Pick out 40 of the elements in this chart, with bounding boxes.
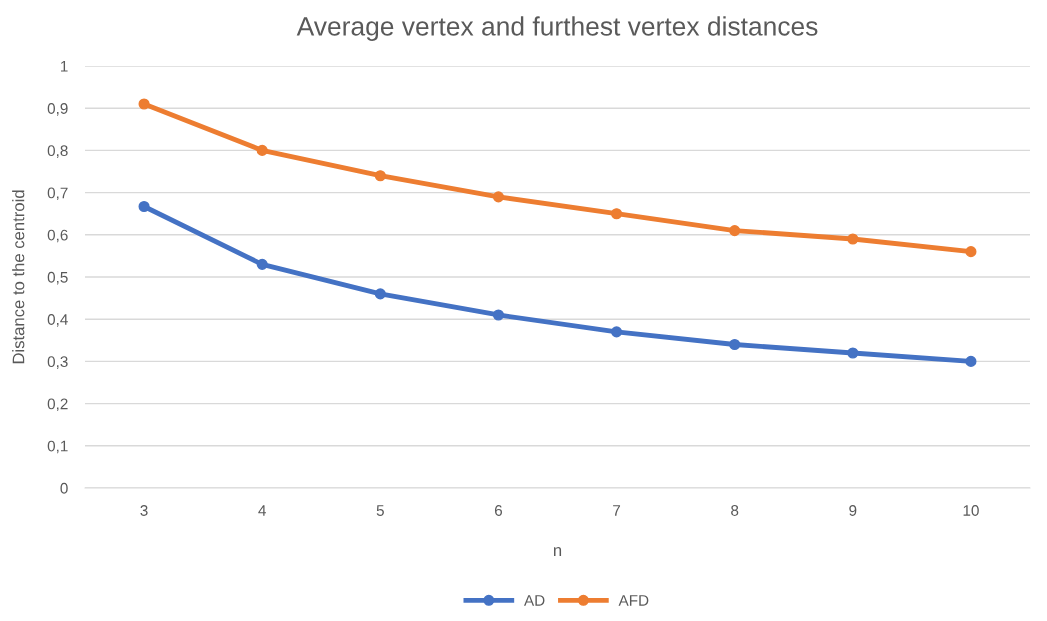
y-tick-label: 0,2 (47, 398, 68, 412)
x-tick-label: 3 (140, 505, 148, 516)
point (847, 233, 859, 245)
point (847, 347, 859, 359)
y-tick-label: 0,5 (47, 271, 68, 285)
x-tick-label: 7 (613, 505, 621, 516)
x-tick-label: 9 (849, 505, 857, 516)
point (611, 326, 623, 338)
point (492, 191, 504, 203)
chart-title: Average vertex and furthest vertex distances (296, 16, 818, 41)
x-tick-label: 8 (731, 505, 739, 516)
y-tick-label: 0,7 (47, 187, 68, 201)
point (611, 208, 623, 220)
point (729, 338, 741, 351)
y-axis-title: Distance to the centroid (12, 190, 25, 364)
point (256, 258, 268, 270)
legend-label: AD (524, 595, 545, 606)
y-tick-label: 0,8 (47, 145, 68, 158)
y-tick-label: 0,4 (47, 314, 68, 327)
x-tick-label: 10 (963, 505, 979, 516)
point (374, 288, 386, 300)
point (374, 170, 386, 182)
legend-label: AFD (618, 595, 649, 606)
y-tick-label: 0,9 (47, 103, 68, 116)
point (965, 246, 977, 258)
point (965, 355, 977, 367)
x-axis-title: n (553, 547, 562, 556)
point (256, 144, 268, 156)
point (729, 225, 741, 237)
x-tick-label: 4 (258, 505, 266, 516)
y-tick-label: 0,6 (47, 229, 68, 243)
y-tick-label: 0 (60, 482, 68, 494)
y-tick-label: 0,1 (47, 440, 68, 454)
x-tick-label: 6 (494, 505, 503, 516)
point (138, 98, 150, 110)
y-tick-label: 1 (61, 61, 68, 72)
point (492, 309, 504, 321)
point (138, 200, 150, 213)
x-tick-label: 5 (376, 505, 384, 516)
y-tick-label: 0,3 (47, 356, 68, 369)
